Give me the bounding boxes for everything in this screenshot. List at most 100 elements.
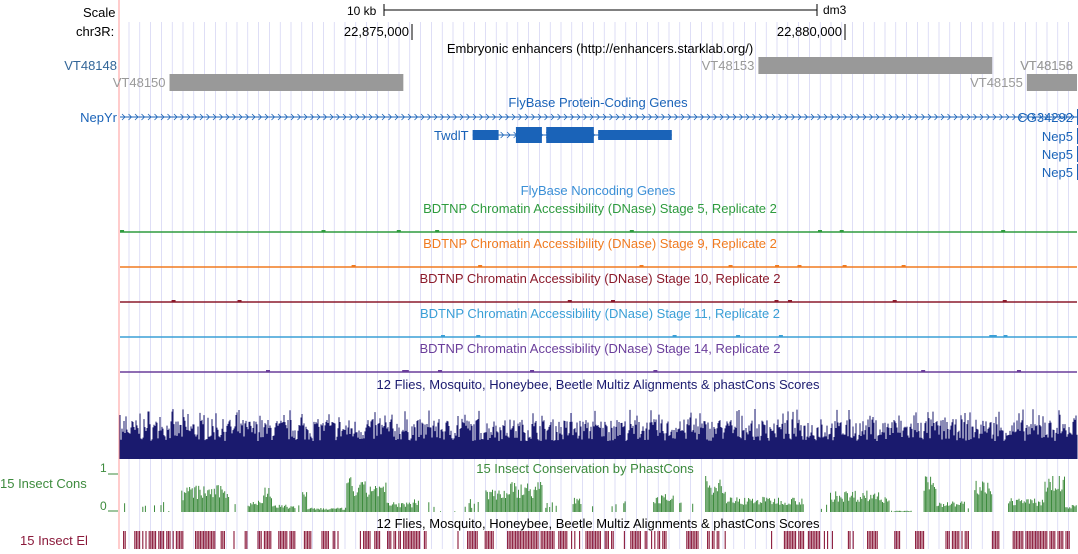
enhancers-track-title: Embryonic enhancers (http://enhancers.st… bbox=[447, 41, 753, 56]
strand-chevron bbox=[570, 113, 575, 121]
strand-chevron bbox=[576, 113, 581, 121]
strand-chevron bbox=[506, 131, 511, 139]
dnase-track-title: BDTNP Chromatin Accessibility (DNase) St… bbox=[419, 341, 780, 356]
dnase-signal-peak bbox=[321, 230, 326, 232]
strand-chevron bbox=[856, 113, 861, 121]
enhancer-label[interactable]: VT48150 bbox=[113, 75, 166, 90]
conservation-axis-min: 0 bbox=[100, 499, 107, 513]
strand-chevron bbox=[862, 113, 867, 121]
enhancer-label[interactable]: VT48156 bbox=[1020, 58, 1073, 73]
elements-track bbox=[123, 531, 1070, 549]
enhancer-label[interactable]: VT48155 bbox=[970, 75, 1023, 90]
strand-chevron bbox=[992, 113, 997, 121]
strand-chevron bbox=[479, 113, 484, 121]
strand-chevron bbox=[1051, 113, 1056, 121]
gene-exon[interactable] bbox=[472, 130, 499, 140]
enhancer-label[interactable]: VT48148 bbox=[64, 58, 117, 73]
dnase-signal-peak bbox=[476, 335, 481, 337]
strand-chevron bbox=[778, 113, 783, 121]
strand-chevron bbox=[362, 113, 367, 121]
conservation-track-label[interactable]: 15 Insect Cons bbox=[0, 476, 87, 491]
strand-chevron bbox=[511, 113, 516, 121]
strand-chevron bbox=[934, 113, 939, 121]
gene-label[interactable]: NepYr bbox=[80, 110, 118, 125]
multiz-signal bbox=[119, 409, 1078, 459]
gene-label[interactable]: Nep5 bbox=[1042, 165, 1073, 180]
strand-chevron bbox=[342, 113, 347, 121]
gene-label[interactable]: TwdlT bbox=[434, 128, 469, 143]
strand-chevron bbox=[329, 113, 334, 121]
dnase-signal-peak bbox=[629, 230, 634, 232]
strand-chevron bbox=[407, 113, 412, 121]
strand-chevron bbox=[726, 113, 731, 121]
strand-chevron bbox=[284, 113, 289, 121]
strand-chevron bbox=[160, 113, 165, 121]
strand-chevron bbox=[1005, 113, 1010, 121]
dnase-signal-peak bbox=[788, 300, 793, 302]
position-ruler: 22,870,00022,875,00022,880,00022,885,000… bbox=[344, 24, 846, 40]
strand-chevron bbox=[869, 113, 874, 121]
strand-chevron bbox=[180, 113, 185, 121]
strand-chevron bbox=[615, 113, 620, 121]
strand-chevron bbox=[940, 113, 945, 121]
strand-chevron bbox=[186, 113, 191, 121]
strand-chevron bbox=[732, 113, 737, 121]
dnase-signal-peak bbox=[1002, 300, 1007, 302]
gene-exon[interactable] bbox=[546, 127, 594, 143]
strand-chevron bbox=[427, 113, 432, 121]
dnase-signal-peak bbox=[672, 335, 677, 337]
strand-chevron bbox=[199, 113, 204, 121]
chrom-label: chr3R: bbox=[76, 24, 114, 39]
enhancer-label[interactable]: VT48158 bbox=[1020, 58, 1073, 73]
dnase-signal-peak bbox=[567, 300, 572, 302]
elements-track-label[interactable]: 15 Insect El bbox=[20, 533, 88, 548]
strand-chevron bbox=[505, 113, 510, 121]
strand-chevron bbox=[758, 113, 763, 121]
gene-exon[interactable] bbox=[598, 130, 672, 140]
strand-chevron bbox=[492, 113, 497, 121]
dnase-signal-peak bbox=[921, 370, 926, 372]
strand-chevron bbox=[849, 113, 854, 121]
strand-chevron bbox=[823, 113, 828, 121]
strand-chevron bbox=[771, 113, 776, 121]
strand-chevron bbox=[583, 113, 588, 121]
gene-label[interactable]: Nep5 bbox=[1042, 147, 1073, 162]
strand-chevron bbox=[830, 113, 835, 121]
enhancer-feature[interactable] bbox=[758, 57, 993, 74]
strand-chevron bbox=[238, 113, 243, 121]
strand-chevron bbox=[804, 113, 809, 121]
enhancer-label[interactable]: VT48153 bbox=[702, 58, 755, 73]
conservation-signal bbox=[124, 476, 1077, 512]
strand-chevron bbox=[303, 113, 308, 121]
enhancers-track: VT48148 VT48150 VT48153 VT48155 VT48156VT481… bbox=[64, 57, 1077, 91]
strand-chevron bbox=[999, 113, 1004, 121]
strand-chevron bbox=[654, 113, 659, 121]
dnase-signal-peak bbox=[120, 230, 125, 232]
dnase-signal-peak bbox=[653, 370, 658, 372]
strand-chevron bbox=[193, 113, 198, 121]
gene-label[interactable]: CG34292 bbox=[1017, 110, 1073, 125]
gene-label[interactable]: Nep5 bbox=[1042, 129, 1073, 144]
dnase-signal-peak bbox=[818, 230, 823, 232]
strand-chevron bbox=[739, 113, 744, 121]
dnase-signal-peak bbox=[610, 300, 615, 302]
gene-exon[interactable] bbox=[515, 127, 542, 143]
dnase-signal-peak bbox=[639, 265, 644, 267]
enhancer-feature[interactable] bbox=[169, 74, 404, 91]
scale-bar-label: 10 kb bbox=[347, 4, 377, 18]
strand-chevron bbox=[674, 113, 679, 121]
strand-chevron bbox=[173, 113, 178, 121]
elements-signal bbox=[123, 531, 1070, 549]
strand-chevron bbox=[745, 113, 750, 121]
strand-chevron bbox=[1012, 113, 1017, 121]
strand-chevron bbox=[700, 113, 705, 121]
strand-chevron bbox=[986, 113, 991, 121]
strand-chevron bbox=[901, 113, 906, 121]
coding-genes-track-title: FlyBase Protein-Coding Genes bbox=[508, 95, 688, 110]
enhancer-feature[interactable] bbox=[1026, 74, 1077, 91]
strand-chevron bbox=[888, 113, 893, 121]
strand-chevron bbox=[947, 113, 952, 121]
strand-chevron bbox=[843, 113, 848, 121]
